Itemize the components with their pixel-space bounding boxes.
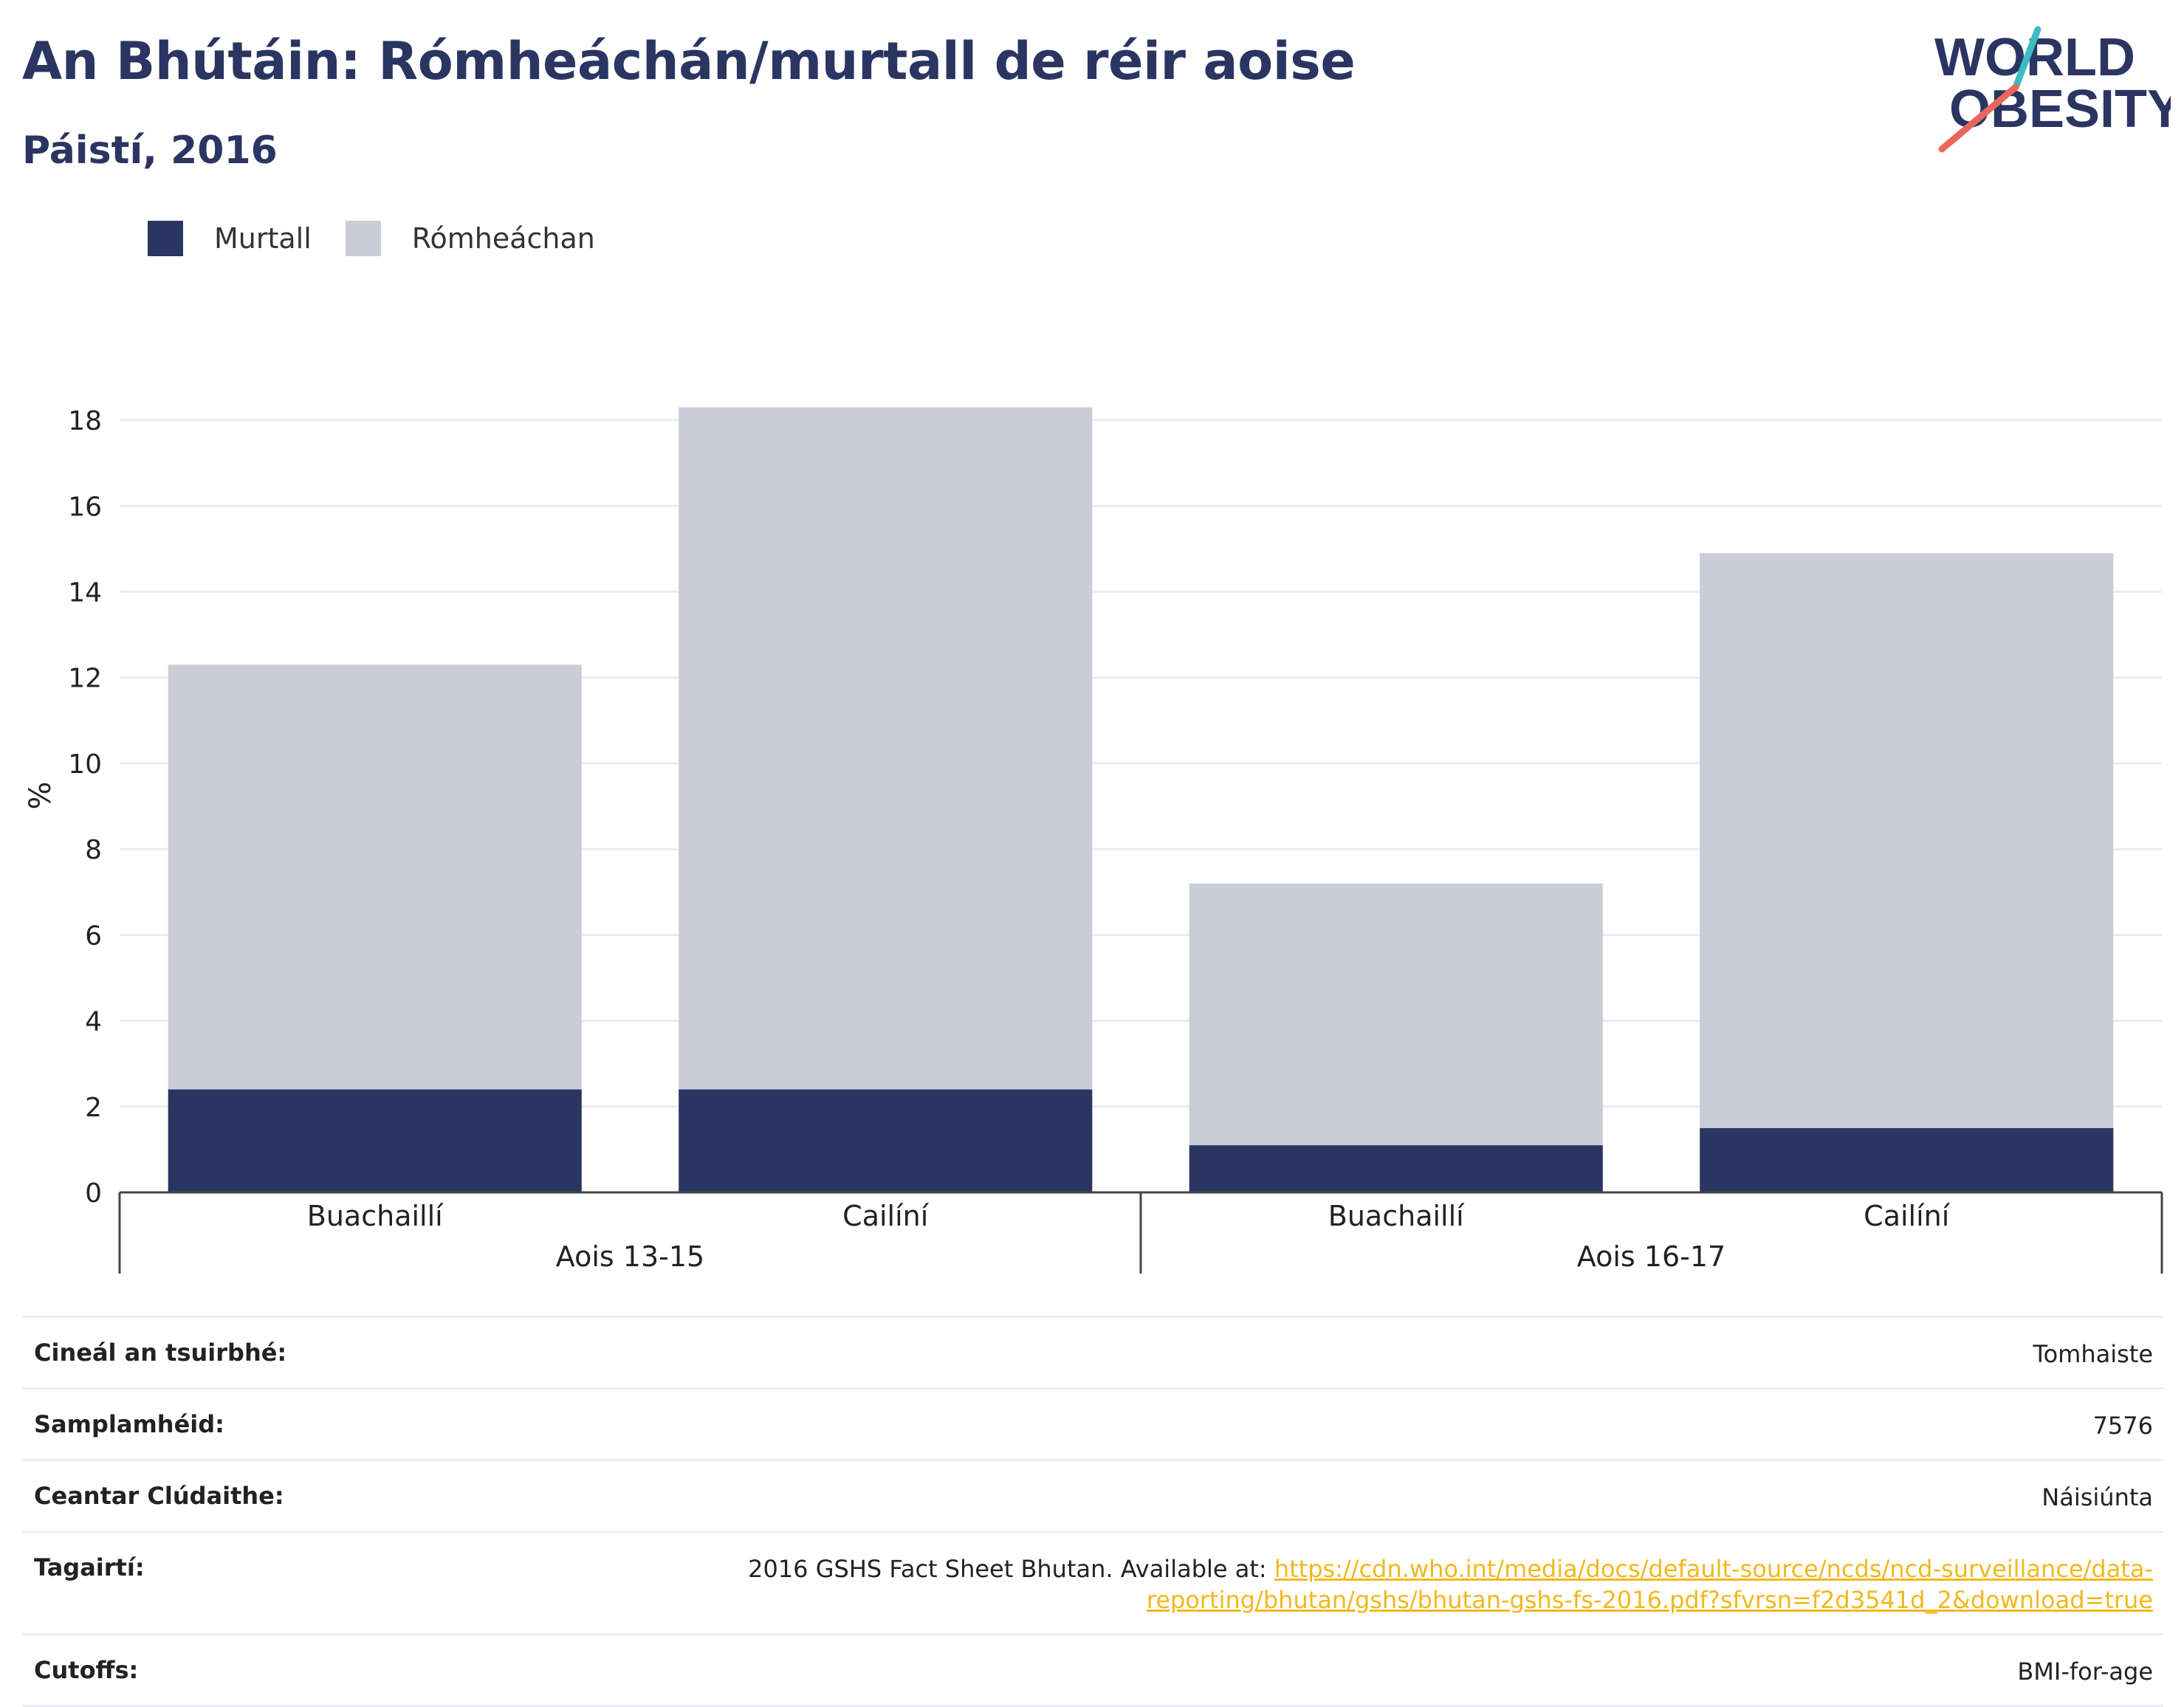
y-tick-label: 10 [68, 749, 102, 780]
info-row-references: Tagairtí: 2016 GSHS Fact Sheet Bhutan. A… [22, 1531, 2163, 1633]
info-label: Ceantar Clúdaithe: [34, 1482, 284, 1510]
info-row-sample-size: Samplamhéid: 7576 [22, 1387, 2163, 1459]
y-tick-label: 18 [68, 406, 102, 436]
chart-subtitle: Páistí, 2016 [22, 128, 278, 173]
legend-swatch-obese [148, 221, 183, 256]
info-row-survey-type: Cineál an tsuirbhé: Tomhaiste [22, 1316, 2163, 1387]
chart-title: An Bhútáin: Rómheáchán/murtall de réir a… [22, 31, 1356, 92]
bar-chart: 0 2 4 6 8 10 12 14 16 18% Buachaillí Cailíní Buachai… [24, 406, 2163, 1274]
legend-item-obese[interactable]: Murtall [148, 221, 312, 256]
info-row-coverage: Ceantar Clúdaithe: Náisiúnta [22, 1459, 2163, 1531]
legend-label-overweight: Rómheáchan [411, 222, 595, 255]
info-value: Náisiúnta [2042, 1483, 2153, 1511]
legend-label-obese: Murtall [214, 222, 312, 255]
chart-legend: Murtall Rómheáchan [148, 220, 629, 257]
bar-overweight-2 [1189, 883, 1603, 1146]
y-tick-label: 4 [85, 1007, 102, 1037]
info-label: Cineál an tsuirbhé: [34, 1339, 287, 1367]
x-tick-label: Cailíní [1864, 1200, 1951, 1232]
info-value: Tomhaiste [2033, 1340, 2153, 1368]
reference-value: 2016 GSHS Fact Sheet Bhutan. Available a… [748, 1553, 2153, 1615]
y-tick-label: 12 [68, 664, 102, 694]
x-group-label: Aois 16-17 [1577, 1240, 1725, 1273]
info-row-cutoffs: Cutoffs: BMI-for-age [22, 1633, 2163, 1707]
bar-obese-2 [1189, 1145, 1603, 1192]
x-tick-label: Buachaillí [307, 1200, 444, 1232]
bar-overweight-0 [168, 664, 582, 1090]
world-obesity-logo: WORLD OBESITY [1934, 26, 2171, 153]
y-tick-label: 8 [85, 835, 102, 865]
info-label: Samplamhéid: [34, 1410, 224, 1438]
legend-item-overweight[interactable]: Rómheáchan [345, 221, 595, 256]
legend-swatch-overweight [345, 221, 381, 256]
info-label: Cutoffs: [34, 1656, 139, 1684]
logo-slash-coral [1938, 83, 2019, 153]
info-value: BMI-for-age [2017, 1658, 2153, 1686]
y-axis-label: % [24, 781, 58, 809]
logo-word-obesity: OBESITY [1949, 80, 2171, 139]
x-tick-label: Cailíní [842, 1200, 930, 1232]
info-value: 7576 [2092, 1412, 2153, 1440]
survey-info-table: Cineál an tsuirbhé: Tomhaiste Samplamhéi… [22, 1316, 2163, 1707]
bar-obese-1 [679, 1089, 1093, 1192]
y-tick-label: 0 [85, 1178, 102, 1209]
y-tick-label: 14 [68, 577, 102, 608]
reference-link[interactable]: https://cdn.who.int/media/docs/default-s… [1274, 1555, 2153, 1583]
x-tick-label: Buachaillí [1328, 1200, 1465, 1232]
logo-slash-teal [2012, 26, 2042, 91]
y-tick-label: 16 [68, 492, 102, 522]
y-tick-label: 2 [85, 1093, 102, 1123]
bar-overweight-1 [679, 407, 1093, 1090]
bar-obese-3 [1700, 1127, 2114, 1192]
reference-text: 2016 GSHS Fact Sheet Bhutan. Available a… [748, 1555, 1274, 1583]
reference-link-continued[interactable]: reporting/bhutan/gshs/bhutan-gshs-fs-201… [1146, 1586, 2153, 1614]
bar-obese-0 [168, 1089, 582, 1192]
info-label: Tagairtí: [34, 1553, 145, 1581]
x-group-label: Aois 13-15 [556, 1240, 704, 1273]
bar-overweight-3 [1700, 553, 2114, 1128]
y-tick-label: 6 [85, 921, 102, 951]
